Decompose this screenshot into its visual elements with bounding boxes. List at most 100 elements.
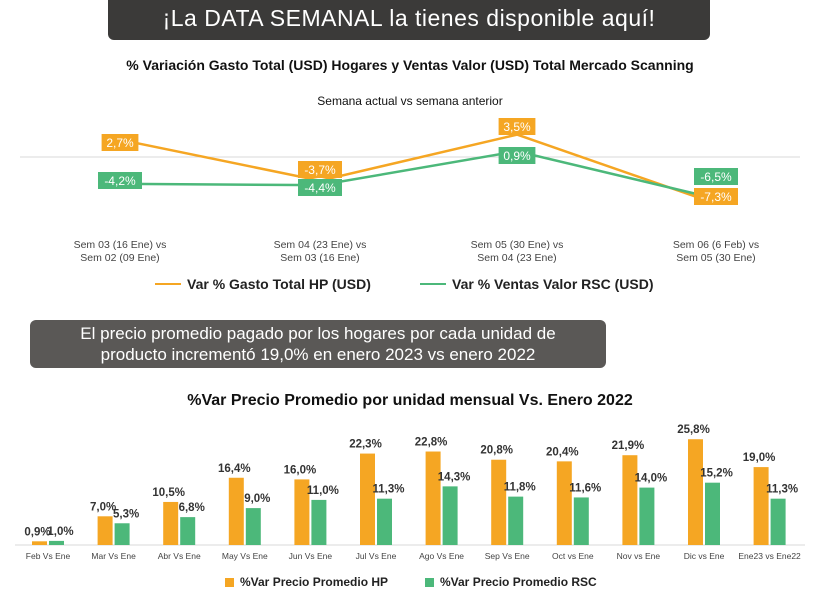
- x-tick-label: Sem 02 (09 Ene): [80, 252, 159, 264]
- bar-hp: [491, 459, 507, 545]
- bar-value-label-rsc: 11,8%: [504, 482, 536, 494]
- bar-rsc: [377, 498, 392, 545]
- bar-value-label-hp: 7,0%: [90, 501, 116, 513]
- series-line-rsc: [119, 149, 717, 200]
- legend-label-hp: Var % Gasto Total HP (USD): [187, 276, 371, 292]
- data-label-box: [298, 161, 342, 178]
- bar-value-label-rsc: 1,0%: [47, 526, 73, 538]
- data-label-text: -6,5%: [700, 170, 732, 184]
- legend-item-rsc: Var % Ventas Valor RSC (USD): [420, 276, 654, 292]
- bar-hp: [622, 455, 638, 545]
- bar-rsc: [245, 508, 261, 545]
- x-tick-label: Feb Vs Ene: [26, 551, 71, 561]
- bar-hp: [163, 501, 179, 545]
- data-label-hp: -7,3%: [694, 188, 738, 205]
- bar-hp: [425, 451, 441, 545]
- data-label-rsc: 0,9%: [498, 147, 536, 164]
- bar-rsc: [114, 523, 130, 545]
- bar-hp: [97, 516, 113, 545]
- bar-chart-title: %Var Precio Promedio por unidad mensual …: [187, 392, 633, 409]
- bar-legend-swatch-hp: [225, 577, 234, 587]
- data-label-rsc: -6,5%: [694, 168, 738, 185]
- x-tick-label: Sem 06 (6 Feb) vs: [673, 239, 759, 251]
- x-tick-label: Oct vs Ene: [552, 551, 594, 561]
- x-tick-label: Abr Vs Ene: [158, 551, 201, 561]
- x-tick-label: May Vs Ene: [222, 551, 268, 561]
- bar-rsc: [639, 487, 655, 545]
- bar-rsc: [49, 540, 64, 545]
- bar-rsc: [573, 497, 589, 545]
- x-tick-label: Sem 05 (30 Ene): [676, 252, 755, 264]
- bar-value-label-rsc: 11,6%: [569, 482, 601, 494]
- x-tick-label: Jun Vs Ene: [289, 551, 333, 561]
- legend-label-rsc: Var % Ventas Valor RSC (USD): [452, 276, 654, 292]
- bar-value-label-hp: 21,9%: [612, 440, 645, 452]
- bar-value-label-rsc: 5,3%: [113, 508, 139, 520]
- data-label-text: -4,2%: [104, 174, 136, 188]
- series-line-hp: [119, 133, 717, 205]
- data-label-box: [694, 188, 738, 205]
- bar-value-label-hp: 19,0%: [743, 452, 776, 464]
- bar-value-label-hp: 0,9%: [24, 526, 50, 538]
- bar-rsc: [311, 499, 327, 545]
- data-label-box: [98, 172, 142, 189]
- bar-value-label-rsc: 11,3%: [766, 484, 798, 496]
- bar-value-label-rsc: 14,0%: [635, 473, 668, 485]
- bar-value-label-hp: 16,4%: [218, 463, 251, 475]
- data-label-rsc: -4,4%: [298, 179, 342, 196]
- data-label-hp: 2,7%: [101, 134, 139, 151]
- bar-hp: [32, 541, 47, 545]
- bar-hp: [294, 479, 310, 545]
- insight-line-1: El precio promedio pagado por los hogare…: [80, 324, 556, 343]
- bar-value-label-hp: 20,4%: [546, 446, 579, 458]
- data-label-box: [498, 147, 536, 164]
- legend-item-hp: Var % Gasto Total HP (USD): [155, 276, 371, 292]
- data-label-text: -3,7%: [304, 163, 336, 177]
- data-label-box: [498, 118, 536, 135]
- x-tick-label: Nov vs Ene: [617, 551, 661, 561]
- data-label-box: [101, 134, 139, 151]
- x-tick-label: Sem 03 (16 Ene) vs: [74, 239, 167, 251]
- bar-rsc: [180, 517, 196, 545]
- x-tick-label: Sem 04 (23 Ene): [477, 252, 556, 264]
- data-label-text: -4,4%: [304, 181, 336, 195]
- line-chart-title: % Variación Gasto Total (USD) Hogares y …: [126, 57, 694, 73]
- data-label-text: -7,3%: [700, 190, 732, 204]
- bar-legend-item-hp: %Var Precio Promedio HP: [225, 575, 388, 589]
- bar-value-label-hp: 16,0%: [284, 464, 317, 476]
- bar-value-label-rsc: 6,8%: [179, 502, 205, 514]
- insight-line-2: producto incrementó 19,0% en enero 2023 …: [100, 345, 536, 364]
- bar-rsc: [508, 496, 524, 545]
- bar-value-label-rsc: 9,0%: [244, 493, 270, 505]
- x-tick-label: Sem 03 (16 Ene): [280, 252, 359, 264]
- x-tick-label: Mar Vs Ene: [91, 551, 136, 561]
- bar-rsc: [770, 498, 786, 545]
- bar-value-label-hp: 22,8%: [415, 437, 448, 449]
- bar-legend-label-rsc: %Var Precio Promedio RSC: [440, 575, 597, 589]
- bar-value-label-hp: 10,5%: [152, 487, 185, 499]
- bar-hp: [688, 439, 703, 545]
- x-tick-label: Sep Vs Ene: [485, 551, 530, 561]
- x-tick-label: Jul Vs Ene: [356, 551, 397, 561]
- bar-hp: [228, 477, 244, 545]
- bar-rsc: [705, 482, 720, 545]
- bar-value-label-rsc: 11,0%: [307, 485, 339, 497]
- data-label-hp: 3,5%: [498, 118, 536, 135]
- legend-swatch-hp: [155, 283, 181, 285]
- bar-legend-item-rsc: %Var Precio Promedio RSC: [425, 575, 597, 589]
- x-tick-label: Dic vs Ene: [684, 551, 725, 561]
- bar-value-label-rsc: 14,3%: [438, 471, 471, 483]
- line-chart-subtitle: Semana actual vs semana anterior: [317, 94, 503, 108]
- bar-value-label-rsc: 15,2%: [700, 468, 733, 480]
- bar-legend-swatch-rsc: [425, 577, 434, 587]
- data-label-hp: -3,7%: [298, 161, 342, 178]
- data-label-text: 3,5%: [503, 120, 531, 134]
- top-banner: ¡La DATA SEMANAL la tienes disponible aq…: [108, 0, 710, 40]
- x-tick-label: Sem 05 (30 Ene) vs: [471, 239, 564, 251]
- bar-value-label-hp: 25,8%: [677, 424, 710, 436]
- data-label-box: [298, 179, 342, 196]
- bar-value-label-hp: 22,3%: [349, 439, 382, 451]
- legend-swatch-rsc: [420, 283, 446, 285]
- bar-hp: [360, 453, 375, 545]
